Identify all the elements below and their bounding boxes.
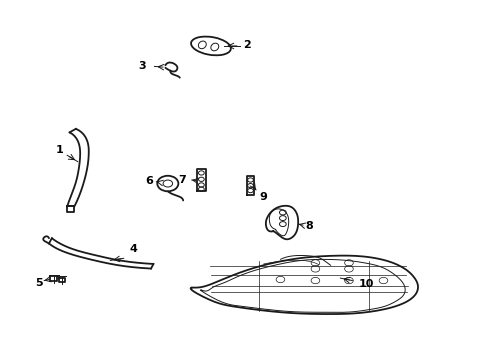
- Text: 10: 10: [358, 279, 373, 289]
- Text: 9: 9: [258, 192, 266, 202]
- Text: 8: 8: [305, 221, 313, 231]
- Text: 2: 2: [243, 40, 251, 50]
- Text: 7: 7: [178, 175, 185, 185]
- Text: 3: 3: [139, 62, 146, 71]
- Text: 1: 1: [56, 145, 64, 155]
- Text: 5: 5: [36, 278, 43, 288]
- Text: 6: 6: [145, 176, 153, 186]
- Text: 4: 4: [129, 244, 137, 254]
